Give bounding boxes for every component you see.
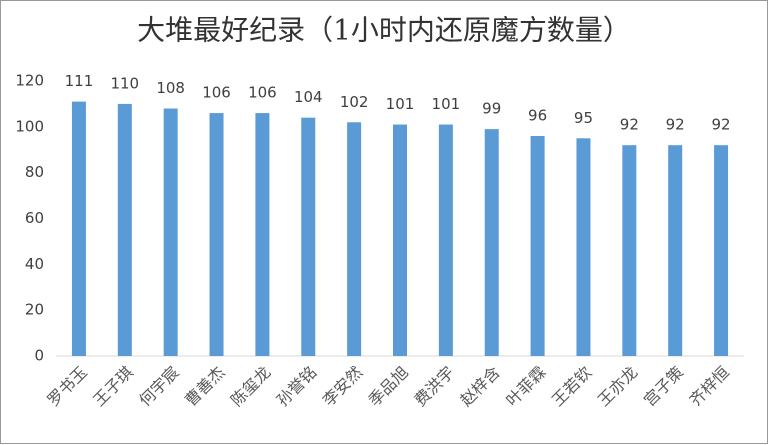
bar — [530, 136, 545, 356]
data-label: 104 — [294, 88, 323, 106]
bar — [576, 138, 591, 356]
data-label: 111 — [65, 72, 94, 90]
y-tick-label: 40 — [25, 255, 44, 273]
data-label: 108 — [156, 79, 185, 97]
y-tick-label: 20 — [25, 301, 44, 319]
y-tick-label: 80 — [25, 163, 44, 181]
bar — [71, 101, 86, 356]
bar — [622, 145, 637, 356]
data-label: 95 — [574, 109, 593, 127]
y-tick-label: 0 — [34, 347, 44, 365]
y-tick-label: 60 — [25, 209, 44, 227]
y-tick-label: 120 — [15, 72, 44, 90]
data-label: 102 — [340, 93, 369, 111]
bar — [301, 117, 316, 357]
data-label: 96 — [528, 107, 547, 125]
data-label: 106 — [248, 84, 277, 102]
data-label: 101 — [432, 95, 461, 113]
bar — [117, 103, 132, 357]
data-label: 92 — [620, 116, 639, 134]
data-label: 106 — [202, 84, 231, 102]
data-label: 99 — [482, 100, 501, 118]
data-label: 92 — [666, 116, 685, 134]
bar — [347, 122, 362, 356]
bar — [393, 124, 407, 357]
bar — [255, 113, 270, 356]
data-label: 101 — [386, 95, 415, 113]
y-tick-label: 100 — [15, 117, 44, 135]
bar — [714, 145, 729, 356]
data-label: 92 — [712, 116, 731, 134]
bar — [209, 113, 224, 356]
bar — [484, 129, 499, 356]
data-label: 110 — [110, 74, 139, 92]
bar — [163, 108, 178, 356]
chart-title: 大堆最好纪录（1小时内还原魔方数量） — [137, 14, 631, 47]
bar — [438, 124, 453, 357]
bar — [668, 145, 683, 356]
